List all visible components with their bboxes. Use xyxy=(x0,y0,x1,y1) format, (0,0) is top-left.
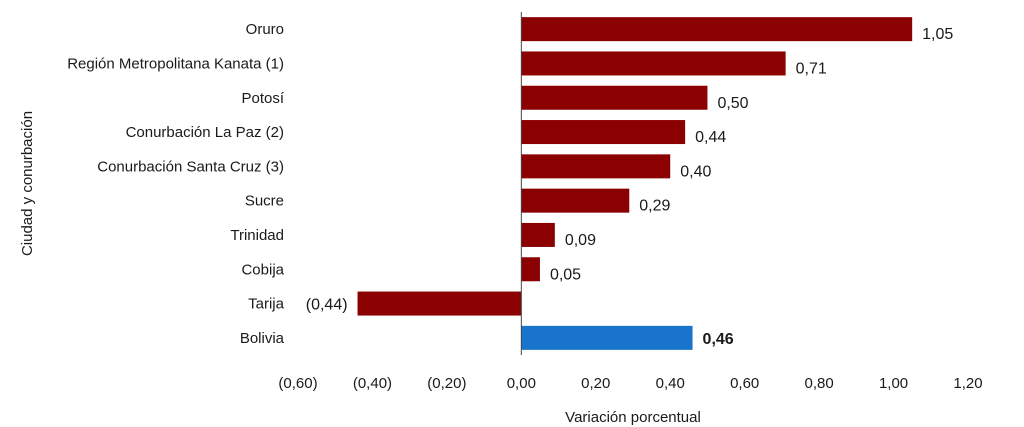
bar-8 xyxy=(357,291,522,316)
bars-group xyxy=(357,17,913,350)
x-tick-label: 0,00 xyxy=(507,375,536,392)
category-label: Conurbación Santa Cruz (3) xyxy=(97,158,284,175)
category-label: Región Metropolitana Kanata (1) xyxy=(67,55,284,72)
category-label: Cobija xyxy=(241,261,284,278)
x-tick-label: (0,40) xyxy=(353,375,392,392)
bar-1 xyxy=(521,51,786,76)
x-tick-label: (0,60) xyxy=(278,375,317,392)
x-tick-label: 0,80 xyxy=(805,375,834,392)
bar-5 xyxy=(521,188,630,213)
x-tick-label: (0,20) xyxy=(427,375,466,392)
value-label: 0,40 xyxy=(680,163,711,180)
bar-2 xyxy=(521,85,708,110)
category-label: Sucre xyxy=(245,193,284,210)
x-tick-labels: (0,60) (0,40) (0,20) 0,00 0,20 0,40 0,60 0,80 1,… xyxy=(278,375,982,392)
category-labels: Oruro Región Metropolitana Kanata (1) Poto… xyxy=(67,21,285,347)
value-label: 1,05 xyxy=(922,26,953,43)
bar-3 xyxy=(521,120,686,145)
bar-0 xyxy=(521,17,913,42)
y-axis-title: Ciudad y conurbación xyxy=(19,111,36,256)
bar-4 xyxy=(521,154,671,179)
bar-6 xyxy=(521,222,555,247)
value-label: 0,71 xyxy=(796,60,827,77)
x-axis-title: Variación porcentual xyxy=(565,409,701,426)
category-label: Tarija xyxy=(248,296,285,313)
bar-9 xyxy=(521,325,693,350)
value-label: 0,05 xyxy=(550,266,581,283)
value-label: 0,50 xyxy=(717,95,748,112)
x-tick-label: 1,00 xyxy=(879,375,908,392)
bar-7 xyxy=(521,257,540,282)
category-label: Potosí xyxy=(241,90,284,107)
value-label: 0,29 xyxy=(639,198,670,215)
category-label: Trinidad xyxy=(230,227,284,244)
category-label: Bolivia xyxy=(240,330,285,347)
value-labels: 1,05 0,71 0,50 0,44 0,40 0,29 0,09 0,05 (0,44) 0,… xyxy=(306,26,954,348)
value-label: 0,09 xyxy=(565,232,596,249)
x-tick-label: 0,40 xyxy=(656,375,685,392)
category-label: Oruro xyxy=(246,21,284,38)
value-label: (0,44) xyxy=(306,297,348,314)
category-label: Conurbación La Paz (2) xyxy=(126,124,284,141)
x-tick-label: 0,60 xyxy=(730,375,759,392)
value-label: 0,44 xyxy=(695,129,726,146)
value-label: 0,46 xyxy=(703,331,734,348)
x-tick-label: 1,20 xyxy=(953,375,982,392)
x-tick-label: 0,20 xyxy=(581,375,610,392)
